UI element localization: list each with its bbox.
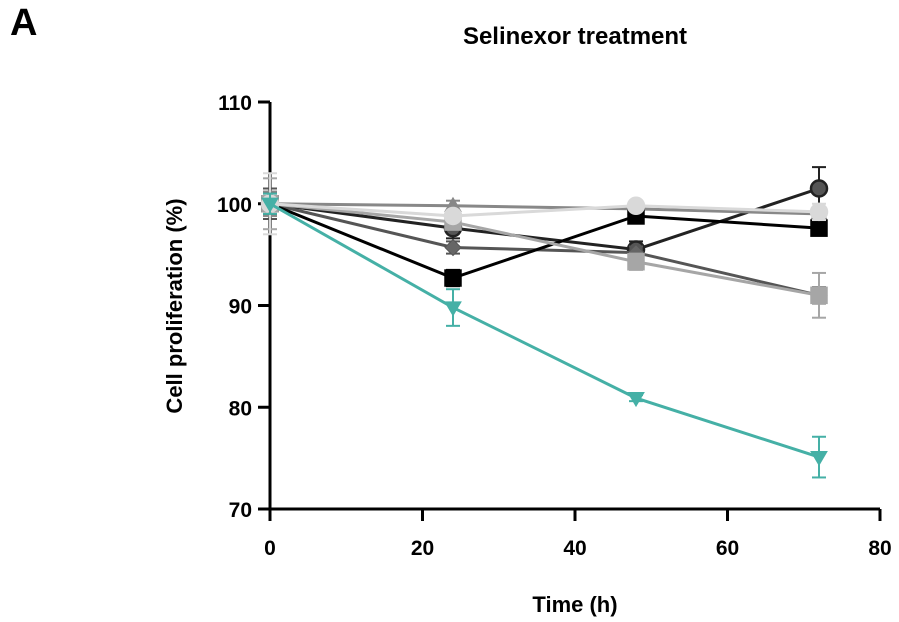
series-line [269,202,820,297]
series-line [269,202,820,216]
y-tick-label: 90 [229,296,252,319]
x-tick-label: 20 [411,537,434,560]
x-tick-label: 40 [563,537,586,560]
data-point [627,252,645,271]
data-point [809,179,829,198]
data-point [810,451,828,467]
y-tick-label: 100 [217,194,252,217]
series-line [269,187,820,252]
data-point [810,286,828,305]
series-line [269,202,820,297]
data-point [261,197,279,213]
data-point [444,269,462,287]
x-tick-label: 0 [264,537,276,560]
y-tick-label: 110 [218,92,252,115]
data-point [810,219,828,237]
series-3 [261,190,828,222]
y-axis-label: Cell proliferation (%) [162,198,187,413]
series-line [269,202,820,459]
data-point [809,202,829,222]
x-tick-label: 80 [868,537,891,560]
x-axis-label: Time (h) [532,592,617,617]
series-line [269,202,820,280]
chart-title: Selinexor treatment [463,23,687,50]
series-layer [260,166,829,479]
data-point [444,238,462,257]
series-line [269,202,820,218]
series-7 [261,192,828,479]
x-tick-label: 60 [716,537,739,560]
y-tick-label: 80 [229,397,252,420]
data-point [443,206,463,226]
axes: 70 80 90 100 110 0 20 40 60 80 [217,92,892,560]
panel-label: A [10,2,38,44]
y-tick-label: 70 [229,499,252,522]
data-point [627,391,645,408]
data-point [444,301,462,317]
data-point [626,196,646,216]
